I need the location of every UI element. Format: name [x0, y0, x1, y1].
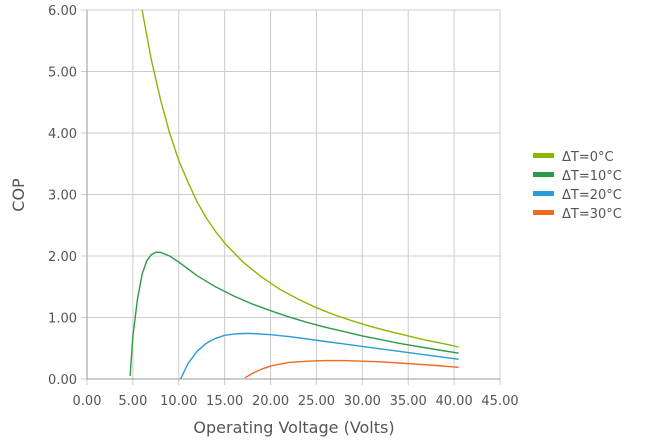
x-tick-label: 15.00 — [206, 394, 243, 409]
legend-label: ΔT=30°C — [562, 207, 622, 222]
y-tick-label: 3.00 — [48, 189, 77, 204]
legend-swatch — [533, 191, 554, 196]
legend-swatch — [533, 172, 554, 177]
x-axis-title: Operating Voltage (Volts) — [193, 418, 394, 437]
series-line-1 — [141, 10, 459, 348]
y-tick-label: 0.00 — [48, 373, 77, 388]
series-layer — [129, 10, 459, 379]
x-tick-label: 5.00 — [118, 394, 147, 409]
x-tick-label: 25.00 — [298, 394, 335, 409]
y-tick-label: 2.00 — [48, 250, 77, 265]
y-tick-label: 1.00 — [48, 312, 77, 327]
legend-swatch — [533, 210, 554, 215]
x-tick-label: 30.00 — [344, 394, 381, 409]
y-axis-title: COP — [9, 178, 28, 212]
x-tick-label: 20.00 — [252, 394, 289, 409]
x-tick-label: 10.00 — [160, 394, 197, 409]
legend-label: ΔT=0°C — [562, 150, 614, 165]
x-tick-label: 45.00 — [481, 394, 518, 409]
x-tick-label: 40.00 — [436, 394, 473, 409]
series-line-4 — [244, 359, 459, 379]
x-tick-label: 0.00 — [73, 394, 102, 409]
x-tick-label: 35.00 — [390, 394, 427, 409]
series-line-3 — [179, 332, 459, 379]
legend-label: ΔT=20°C — [562, 188, 622, 203]
grid-layer — [81, 9, 501, 385]
legend-swatch — [533, 153, 554, 158]
series-line-2 — [129, 251, 459, 376]
y-tick-label: 5.00 — [48, 66, 77, 81]
y-tick-label: 4.00 — [48, 127, 77, 142]
legend: ΔT=0°C ΔT=10°C ΔT=20°C ΔT=30°C — [533, 150, 622, 222]
y-tick-label: 6.00 — [48, 4, 77, 19]
legend-label: ΔT=10°C — [562, 169, 622, 184]
axis-layer: 0.00 5.00 10.00 15.00 20.00 25.00 30.00 35.00 40… — [48, 4, 519, 409]
